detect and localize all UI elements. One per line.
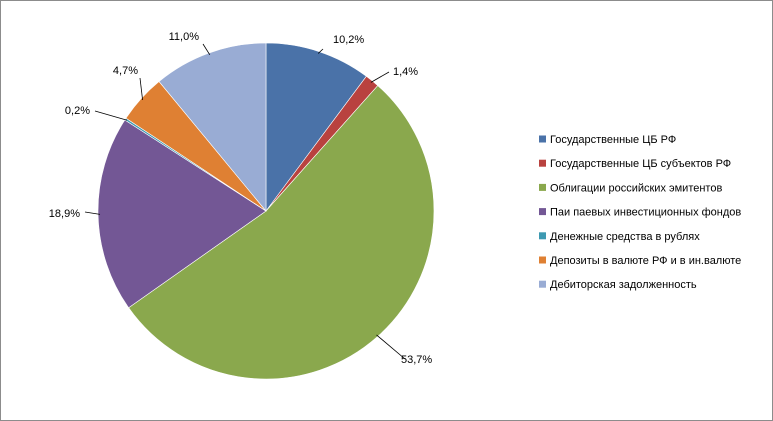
data-label-1: 10,2% [333,34,364,46]
leader-line-2 [370,71,390,83]
leader-line-4 [84,211,101,215]
pie-slices [97,42,435,380]
legend-label-2: Государственные ЦБ субъектов РФ [550,158,731,170]
data-label-7: 11,0% [169,31,200,43]
legend-swatch-5 [539,232,546,240]
legend-label-7: Дебиторская задолженность [550,279,697,291]
data-label-2: 1,4% [393,66,418,78]
data-label-4: 18,9% [49,208,80,220]
leader-line-7 [202,43,211,56]
leader-line-5 [94,110,128,121]
data-label-5: 0,2% [65,105,90,117]
legend-label-4: Паи паевых инвестиционных фондов [550,207,741,219]
legend-swatch-6 [539,256,546,264]
data-label-6: 4,7% [113,65,138,77]
leader-line-3 [376,334,406,360]
legend-label-5: Денежные средства в рублях [550,231,700,243]
legend-swatch-3 [539,183,546,191]
legend-label-6: Депозиты в валюте РФ и в ин.валюте [550,255,741,267]
data-labels: 10,2% 1,4% 53,7% 18,9% 0,2% 4,7% 11,0% [49,31,433,366]
leader-lines [84,43,406,360]
leader-line-6 [139,77,143,101]
legend-swatch-7 [539,280,546,288]
pie-slice-7 [158,42,267,212]
leader-line-1 [317,48,324,54]
legend-label-3: Облигации российских эмитентов [550,182,722,194]
legend-swatch-2 [539,159,546,167]
legend-swatch-4 [539,208,546,216]
legend-label-1: Государственные ЦБ РФ [550,134,676,146]
legend: Государственные ЦБ РФ Государственные ЦБ … [539,134,741,291]
data-label-3: 53,7% [401,354,432,366]
pie-slice-1 [265,42,367,212]
legend-swatch-1 [539,135,546,143]
